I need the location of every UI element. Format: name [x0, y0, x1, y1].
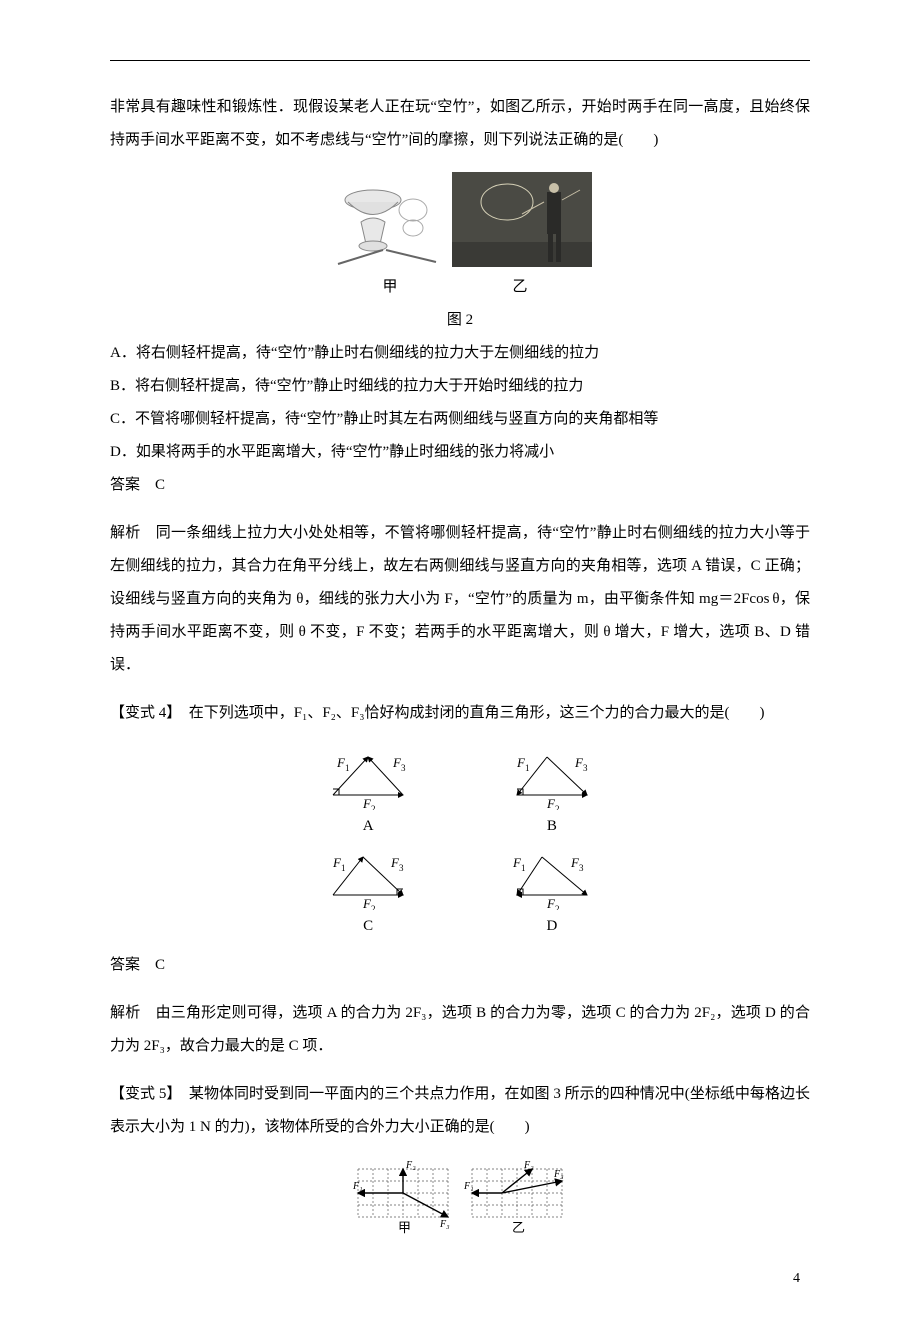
triangle-c-label: C	[278, 910, 458, 943]
figure-3: F₂ F₁ F₃ 甲 F₁ F₂ F₃ 乙	[110, 1159, 810, 1234]
triangle-a-label: A	[278, 810, 458, 843]
svg-text:3: 3	[583, 763, 588, 773]
triangle-b: F1 F2 F3 B	[462, 745, 642, 843]
q1-option-b: B．将右侧轻杆提高，待“空竹”静止时细线的拉力大于开始时细线的拉力	[110, 370, 810, 403]
triangle-a: F1 F2 F3 A	[278, 745, 458, 843]
triangle-options: F1 F2 F3 A F1 F2 F3 B	[110, 745, 810, 943]
svg-text:F₃: F₃	[553, 1169, 564, 1180]
header-rule	[110, 60, 810, 61]
svg-text:F₂: F₂	[523, 1160, 534, 1171]
q1-option-a: A．将右侧轻杆提高，待“空竹”静止时右侧细线的拉力大于左侧细线的拉力	[110, 337, 810, 370]
page-number: 4	[110, 1264, 810, 1295]
svg-text:F₁: F₁	[352, 1181, 363, 1192]
triangle-d-label: D	[462, 910, 642, 943]
figure-2	[110, 172, 810, 267]
svg-text:1: 1	[345, 763, 350, 773]
q1-option-d: D．如果将两手的水平距离增大，待“空竹”静止时细线的张力将减小	[110, 436, 810, 469]
triangle-d: F1 F2 F3 D	[462, 845, 642, 943]
grid-jia-label: 甲	[398, 1220, 411, 1234]
q1-option-c: C．不管将哪侧轻杆提高，待“空竹”静止时其左右两侧细线与竖直方向的夹角都相等	[110, 403, 810, 436]
figure-2-sublabels: 甲乙	[110, 271, 810, 304]
figure-2-caption: 图 2	[110, 304, 810, 337]
svg-text:3: 3	[399, 863, 404, 873]
diabolo-icon	[328, 172, 448, 267]
svg-text:1: 1	[341, 863, 346, 873]
q2-answer: 答案 C	[110, 949, 810, 982]
triangle-c: F1 F2 F3 C	[278, 845, 458, 943]
svg-text:3: 3	[401, 763, 406, 773]
page: 非常具有趣味性和锻炼性．现假设某老人正在玩“空竹”，如图乙所示，开始时两手在同一…	[0, 0, 920, 1335]
photo-placeholder	[452, 172, 592, 267]
svg-text:F₁: F₁	[463, 1181, 474, 1192]
grid-yi: F₁ F₂ F₃ 乙	[462, 1159, 572, 1234]
svg-text:1: 1	[525, 763, 530, 773]
q1-explanation: 解析 同一条细线上拉力大小处处相等，不管将哪侧轻杆提高，待“空竹”静止时右侧细线…	[110, 517, 810, 682]
triangle-b-label: B	[462, 810, 642, 843]
svg-text:F₂: F₂	[405, 1160, 416, 1171]
q2-stem: 【变式 4】 在下列选项中，F₁、F₂、F₃恰好构成封闭的直角三角形，这三个力的…	[110, 697, 810, 730]
svg-text:3: 3	[579, 863, 584, 873]
q1-answer: 答案 C	[110, 469, 810, 502]
fig2-label-right: 乙	[450, 271, 590, 304]
grid-yi-label: 乙	[512, 1220, 525, 1234]
svg-text:1: 1	[521, 863, 526, 873]
intro-paragraph: 非常具有趣味性和锻炼性．现假设某老人正在玩“空竹”，如图乙所示，开始时两手在同一…	[110, 91, 810, 157]
q2-explanation: 解析 由三角形定则可得，选项 A 的合力为 2F₃，选项 B 的合力为零，选项 …	[110, 997, 810, 1063]
svg-text:F₃: F₃	[439, 1219, 450, 1230]
grid-jia: F₂ F₁ F₃ 甲	[348, 1159, 458, 1234]
fig2-label-left: 甲	[330, 271, 450, 304]
q3-stem: 【变式 5】 某物体同时受到同一平面内的三个共点力作用，在如图 3 所示的四种情…	[110, 1078, 810, 1144]
